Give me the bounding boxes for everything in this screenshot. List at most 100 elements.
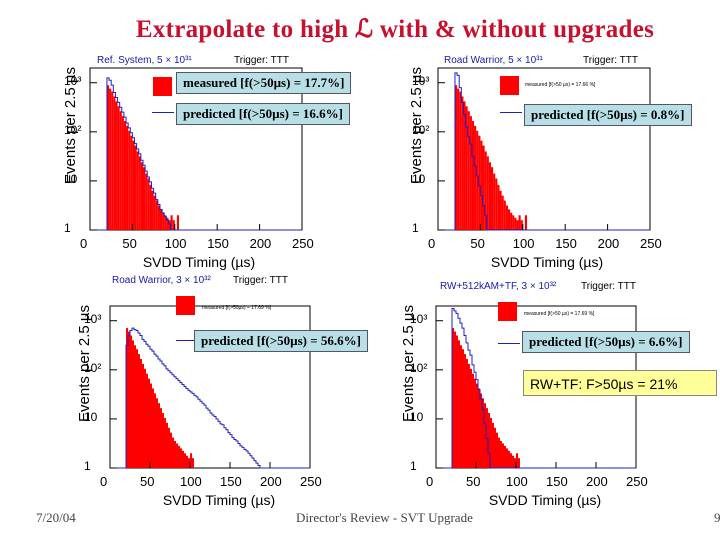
legend-swatch-measured bbox=[498, 302, 517, 321]
measured-bar bbox=[138, 156, 141, 230]
y-tick-label: 10 bbox=[410, 409, 424, 424]
x-tick-label: 250 bbox=[300, 474, 322, 489]
measured-bar bbox=[466, 359, 468, 468]
x-tick-label: 150 bbox=[220, 474, 242, 489]
measured-bar bbox=[134, 145, 137, 230]
measured-bar bbox=[168, 427, 170, 468]
measured-bar bbox=[520, 220, 523, 230]
measured-bar bbox=[164, 215, 167, 230]
measured-bar bbox=[456, 335, 458, 468]
x-tick-label: 100 bbox=[164, 236, 187, 251]
panel-trigger-label: Trigger: TTT bbox=[233, 275, 289, 286]
measured-bar bbox=[468, 363, 470, 468]
y-tick-label: 1 bbox=[64, 221, 71, 235]
footer-date: 7/20/04 bbox=[36, 510, 76, 525]
legend-swatch-measured bbox=[153, 77, 172, 96]
measured-bar bbox=[514, 217, 517, 230]
x-tick-label: 100 bbox=[506, 474, 528, 489]
measured-bar bbox=[496, 432, 498, 468]
y-axis-label: Events per 2.5 µs bbox=[62, 66, 79, 184]
measured-bar bbox=[505, 205, 508, 230]
measured-bar bbox=[126, 125, 129, 230]
measured-bar bbox=[184, 453, 186, 468]
measured-bar bbox=[168, 220, 171, 230]
measured-bar bbox=[115, 101, 118, 230]
measured-bar bbox=[457, 88, 460, 230]
measured-bar bbox=[170, 432, 172, 468]
measured-bar bbox=[504, 445, 506, 468]
measured-bar bbox=[146, 373, 148, 468]
measured-bar bbox=[480, 140, 483, 230]
legend-swatch-predicted bbox=[500, 112, 522, 113]
measured-bar bbox=[162, 212, 165, 230]
measured-bar bbox=[166, 217, 169, 230]
y-tick-label: 1 bbox=[412, 221, 419, 235]
x-tick-label: 150 bbox=[546, 474, 568, 489]
measured-bar bbox=[512, 455, 514, 468]
x-tick-label: 200 bbox=[597, 236, 620, 251]
measured-bar bbox=[162, 413, 164, 468]
predicted-callout: predicted [f(>50µs) = 6.6%] bbox=[522, 331, 690, 353]
measured-bar bbox=[460, 345, 462, 468]
measured-bar bbox=[140, 162, 143, 230]
y-axis-label: Events per 2.5 µs bbox=[408, 66, 425, 184]
measured-bar bbox=[158, 403, 160, 468]
x-tick-label: 0 bbox=[100, 474, 108, 489]
measured-bar bbox=[170, 215, 173, 230]
measured-bar bbox=[186, 455, 188, 468]
measured-bar bbox=[138, 354, 140, 468]
x-axis-label: SVDD Timing (µs) bbox=[490, 254, 604, 270]
measured-bar bbox=[463, 101, 466, 230]
measured-bar bbox=[166, 422, 168, 468]
measured-bar bbox=[123, 121, 127, 230]
measured-bar bbox=[164, 417, 166, 468]
measured-bar bbox=[495, 178, 498, 230]
legend-swatch-measured bbox=[500, 76, 519, 95]
x-tick-label: 200 bbox=[586, 474, 608, 489]
x-tick-label: 50 bbox=[466, 474, 481, 489]
panel-system-label: Ref. System, 5 × 10³¹ bbox=[97, 55, 192, 66]
legend-swatch-predicted bbox=[498, 343, 520, 344]
x-tick-label: 150 bbox=[555, 236, 577, 251]
measured-bar bbox=[482, 398, 484, 468]
measured-bar bbox=[144, 368, 146, 468]
measured-bar bbox=[132, 340, 134, 468]
measured-bar bbox=[148, 378, 150, 468]
measured-bar bbox=[178, 445, 180, 468]
measured-bar bbox=[109, 88, 112, 230]
y-tick-label: 10² bbox=[410, 360, 428, 375]
measured-bar bbox=[154, 393, 156, 468]
x-tick-label: 50 bbox=[122, 236, 137, 251]
measured-bar bbox=[488, 413, 490, 468]
measured-bar bbox=[512, 215, 515, 230]
measured-bar bbox=[499, 190, 502, 230]
x-tick-label: 50 bbox=[470, 236, 485, 251]
predicted-line bbox=[110, 327, 310, 469]
measured-bar bbox=[142, 363, 144, 468]
panel-trigger-label: Trigger: TTT bbox=[234, 55, 290, 66]
panel-top-left bbox=[89, 67, 303, 231]
measured-bar bbox=[152, 388, 154, 468]
measured-bar bbox=[494, 427, 496, 468]
measured-bar bbox=[140, 359, 142, 468]
x-tick-label: 250 bbox=[640, 236, 662, 251]
measured-bar bbox=[488, 162, 491, 230]
measured-bar bbox=[145, 173, 148, 230]
measured-bar bbox=[157, 205, 160, 230]
legend-swatch-predicted bbox=[176, 340, 198, 341]
measured-bar bbox=[510, 453, 512, 468]
measured-bar bbox=[150, 383, 152, 468]
measured-bar bbox=[502, 443, 504, 468]
y-tick-label: 10² bbox=[64, 122, 82, 137]
y-tick-label: 10³ bbox=[410, 311, 428, 326]
y-tick-label: 1 bbox=[410, 459, 417, 473]
measured-bar bbox=[465, 106, 468, 230]
measured-bar bbox=[506, 448, 508, 468]
x-tick-label: 0 bbox=[428, 236, 436, 251]
measured-bar bbox=[518, 458, 520, 468]
measured-bar bbox=[192, 458, 194, 468]
x-tick-label: 200 bbox=[260, 474, 282, 489]
y-axis-label: Events per 2.5 µs bbox=[76, 304, 93, 422]
measured-bar bbox=[471, 121, 475, 230]
